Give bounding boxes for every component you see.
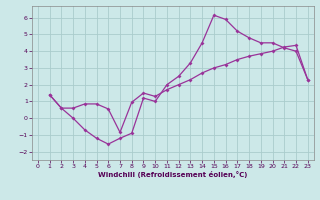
X-axis label: Windchill (Refroidissement éolien,°C): Windchill (Refroidissement éolien,°C) (98, 171, 247, 178)
